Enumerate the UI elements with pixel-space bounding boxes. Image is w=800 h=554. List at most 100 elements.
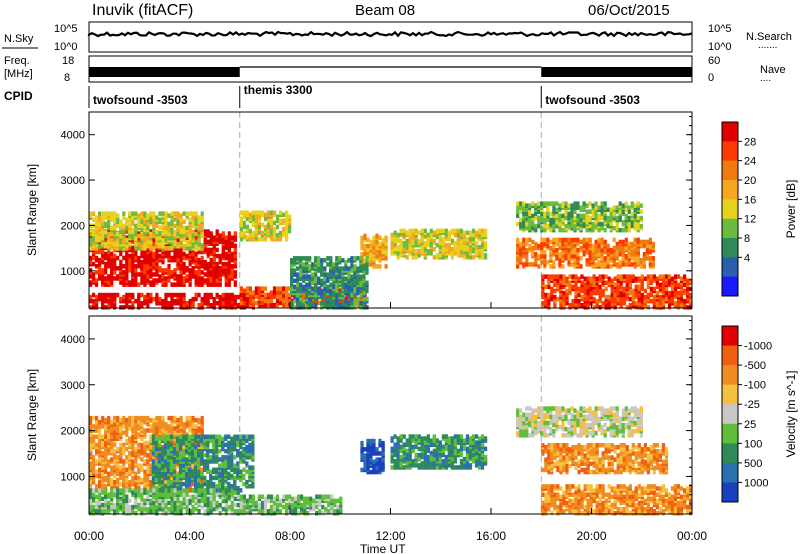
data-cell — [585, 213, 589, 219]
data-cell — [293, 256, 297, 261]
data-cell — [143, 481, 147, 487]
data-cell — [667, 290, 672, 296]
data-cell — [326, 256, 330, 261]
data-cell — [224, 268, 228, 273]
data-cell — [107, 459, 111, 464]
data-cell — [576, 221, 580, 227]
data-cell — [116, 266, 120, 271]
data-cell — [308, 274, 312, 279]
data-cell — [365, 280, 369, 286]
data-cell — [242, 224, 246, 230]
data-cell — [402, 232, 406, 238]
data-cell — [119, 446, 123, 452]
data-cell — [537, 223, 541, 229]
data-cell — [251, 222, 255, 228]
data-cell — [601, 292, 605, 298]
data-cell — [227, 261, 231, 267]
data-cell — [104, 305, 108, 310]
data-cell — [185, 225, 189, 231]
data-cell — [541, 294, 545, 300]
data-cell — [116, 242, 120, 247]
data-cell — [269, 224, 274, 230]
data-cell — [269, 210, 274, 215]
data-cell — [369, 258, 373, 263]
data-cell — [131, 438, 135, 444]
data-cell — [583, 282, 587, 288]
data-cell — [140, 436, 144, 441]
data-cell — [613, 282, 617, 288]
data-cell — [107, 305, 111, 310]
data-cell — [179, 415, 183, 421]
data-cell — [128, 253, 132, 259]
data-cell — [393, 247, 397, 252]
data-cell — [179, 282, 183, 287]
data-cell — [402, 240, 406, 246]
data-cell — [637, 305, 641, 310]
data-cell — [230, 235, 234, 240]
data-cell — [595, 276, 599, 281]
data-cell — [110, 251, 114, 257]
data-cell — [125, 251, 129, 257]
data-cell — [453, 240, 457, 246]
data-cell — [245, 302, 249, 308]
data-cell — [125, 217, 129, 222]
data-cell — [525, 207, 529, 212]
data-cell — [338, 256, 342, 261]
data-cell — [206, 229, 210, 234]
data-cell — [534, 252, 538, 257]
data-cell — [588, 215, 592, 221]
data-cell — [95, 278, 99, 283]
data-cell — [543, 249, 547, 255]
data-cell — [272, 294, 277, 300]
data-cell — [113, 219, 117, 224]
data-cell — [248, 237, 252, 242]
data-cell — [95, 255, 99, 261]
data-cell — [648, 243, 652, 249]
data-cell — [640, 298, 644, 304]
data-cell — [471, 232, 476, 238]
data-cell — [580, 303, 584, 308]
data-cell — [191, 251, 195, 257]
data-cell — [597, 213, 601, 219]
data-cell — [670, 284, 675, 290]
data-cell — [224, 251, 228, 257]
data-cell — [104, 426, 108, 431]
data-cell — [263, 286, 268, 291]
data-cell — [429, 240, 433, 246]
data-cell — [556, 296, 560, 302]
data-cell — [541, 274, 545, 279]
data-cell — [110, 268, 114, 273]
data-cell — [104, 448, 108, 454]
data-cell — [113, 461, 117, 466]
data-cell — [170, 211, 174, 216]
data-cell — [149, 298, 153, 304]
data-cell — [547, 298, 551, 304]
data-cell — [360, 235, 364, 241]
data-cell — [332, 262, 336, 267]
data-cell — [164, 422, 168, 427]
data-cell — [636, 221, 640, 227]
data-cell — [143, 276, 147, 281]
data-cell — [516, 237, 520, 243]
data-cell — [272, 290, 277, 295]
data-cell — [282, 212, 286, 217]
data-cell — [95, 469, 99, 474]
data-cell — [549, 211, 553, 217]
data-cell — [140, 239, 144, 245]
data-cell — [218, 253, 222, 259]
data-cell — [597, 205, 601, 210]
data-cell — [257, 290, 261, 295]
data-cell — [155, 426, 159, 431]
data-cell — [555, 237, 559, 243]
data-cell — [134, 231, 138, 237]
data-cell — [164, 426, 168, 431]
data-cell — [143, 453, 147, 458]
data-cell — [522, 207, 526, 212]
data-cell — [194, 251, 198, 257]
data-cell — [104, 229, 108, 235]
data-cell — [269, 214, 274, 219]
data-cell — [188, 211, 192, 216]
data-cell — [585, 209, 589, 214]
data-cell — [417, 253, 421, 258]
data-cell — [140, 292, 144, 298]
